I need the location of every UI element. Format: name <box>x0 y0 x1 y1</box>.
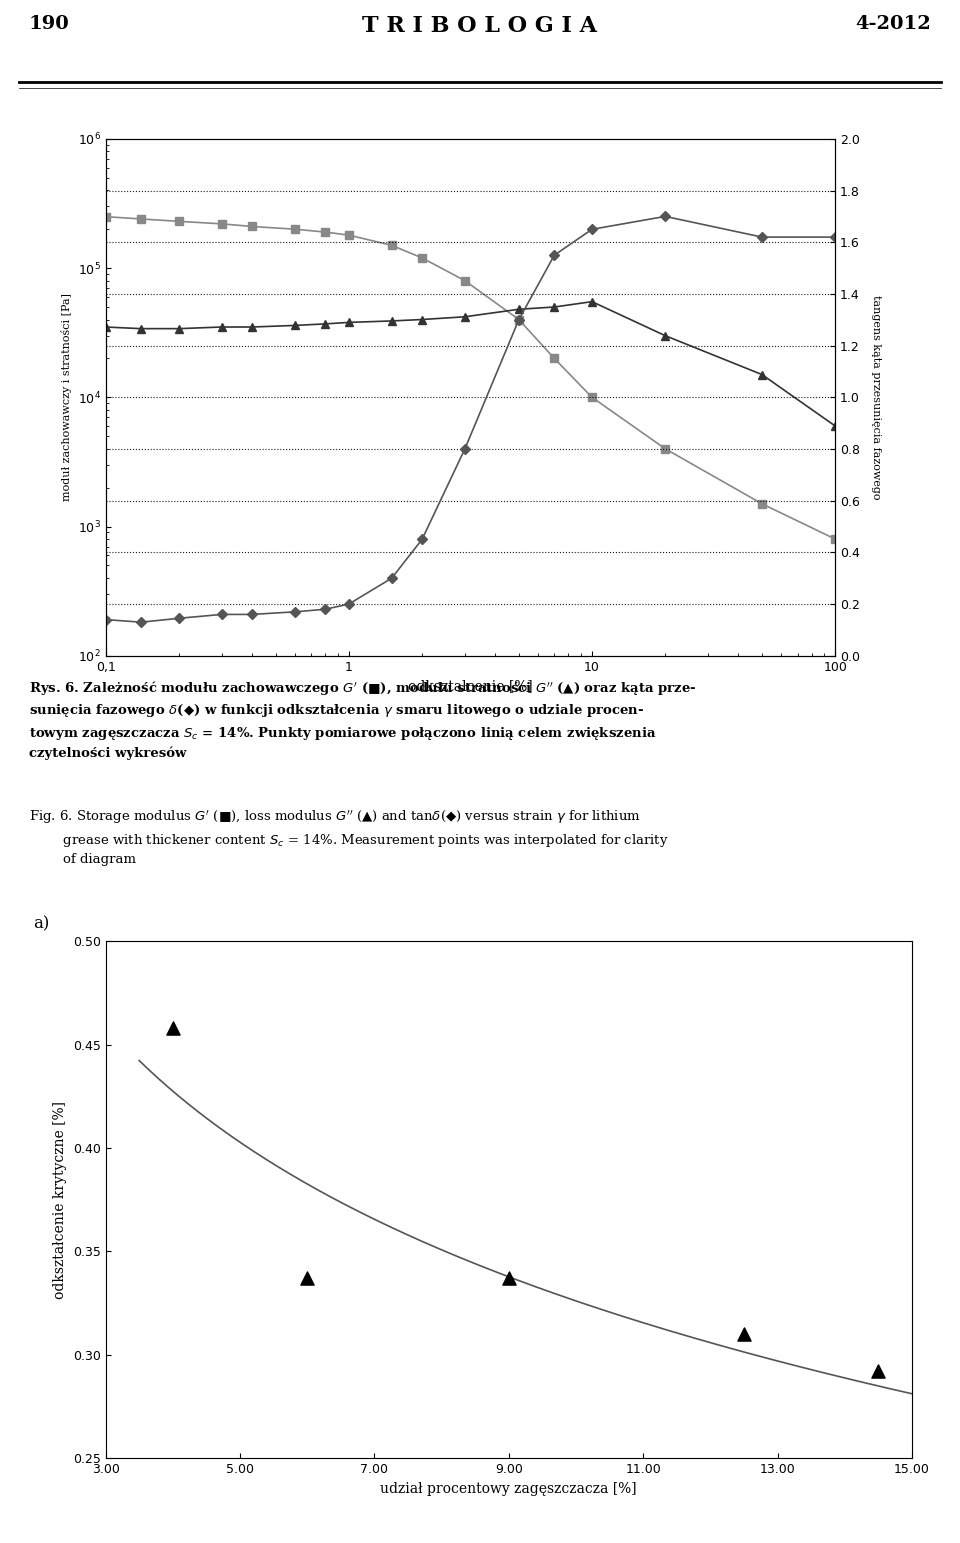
Text: 190: 190 <box>29 15 69 32</box>
Text: Rys. 6. Zależność modułu zachowawczego $G'$ (■), modułu stratności $G''$ (▲) ora: Rys. 6. Zależność modułu zachowawczego $… <box>29 679 697 761</box>
Point <box>165 1015 180 1040</box>
Y-axis label: tangens kąta przesunięcia fazowego: tangens kąta przesunięcia fazowego <box>871 295 881 500</box>
Text: Fig. 6. Storage modulus $G'$ (■), loss modulus $G''$ (▲) and tan$δ$(◆) versus st: Fig. 6. Storage modulus $G'$ (■), loss m… <box>29 809 668 866</box>
Point <box>300 1265 315 1290</box>
Y-axis label: odkształcenie krytyczne [%]: odkształcenie krytyczne [%] <box>53 1100 67 1299</box>
Text: 4-2012: 4-2012 <box>855 15 931 32</box>
Text: a): a) <box>33 915 49 932</box>
Text: T R I B O L O G I A: T R I B O L O G I A <box>363 15 597 37</box>
Point <box>501 1265 516 1290</box>
X-axis label: odksztalcenie [%]: odksztalcenie [%] <box>408 679 533 693</box>
Y-axis label: moduł zachowawczy i stratności [Pa]: moduł zachowawczy i stratności [Pa] <box>61 293 72 501</box>
Point <box>871 1359 886 1384</box>
X-axis label: udział procentowy zagęszczacza [%]: udział procentowy zagęszczacza [%] <box>380 1481 637 1495</box>
Point <box>736 1322 752 1347</box>
